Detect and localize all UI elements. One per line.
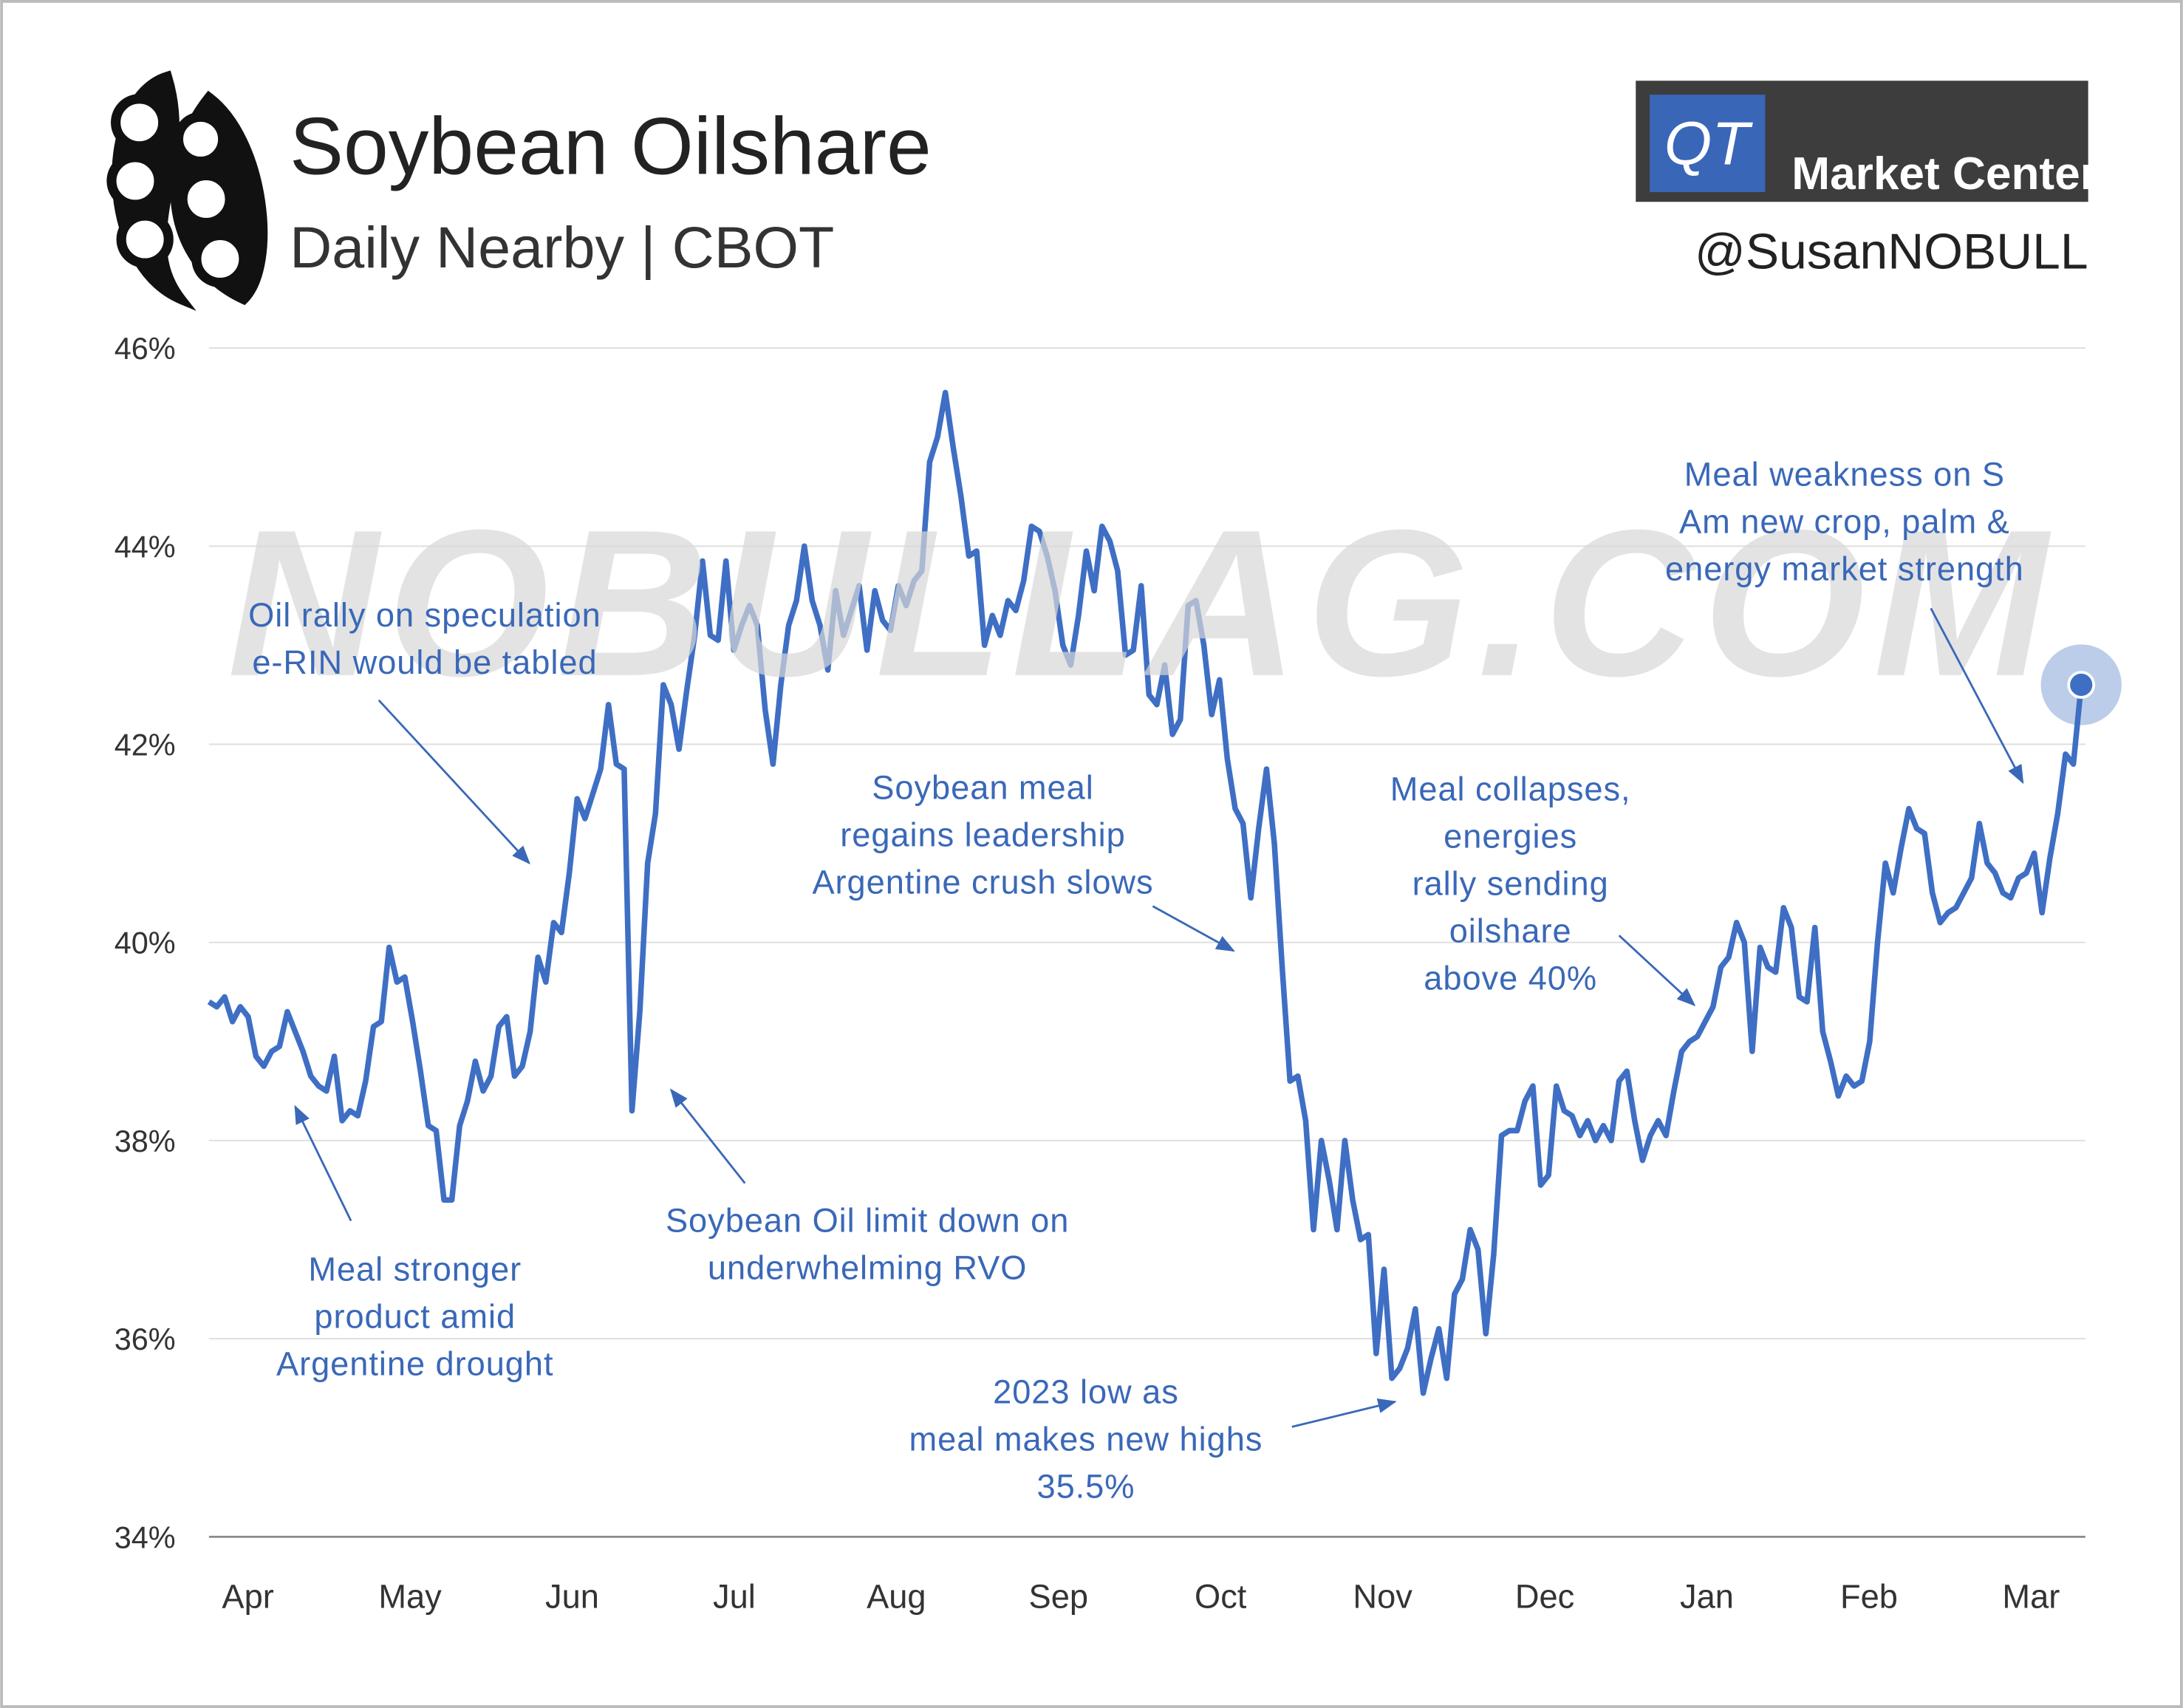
annotation: oilshare <box>1449 912 1572 950</box>
x-tick-label: Jan <box>1680 1577 1734 1615</box>
annotation: Argentine crush slows <box>812 864 1153 901</box>
annotation: 2023 low as <box>993 1373 1179 1410</box>
annotation: Soybean Oil limit down on <box>666 1202 1069 1240</box>
x-tick-label: Dec <box>1515 1577 1574 1615</box>
chart-subtitle: Daily Nearby | CBOT <box>290 214 834 280</box>
soybean-icon <box>106 70 268 311</box>
x-tick-label: Apr <box>222 1577 273 1615</box>
arrow <box>1930 607 2024 785</box>
logo-box <box>1650 95 1766 193</box>
line <box>207 389 2084 1396</box>
annotation: energies <box>1444 818 1577 855</box>
arrow <box>1152 905 1235 952</box>
annotation: underwhelming RVO <box>708 1249 1027 1287</box>
annotation: Oil rally on speculation <box>248 596 601 634</box>
x-tick-label: Aug <box>867 1577 926 1615</box>
annotation: Meal stronger <box>308 1251 522 1288</box>
annotation: e-RIN would be tabled <box>252 643 597 681</box>
arrow <box>378 699 530 865</box>
y-tick-label: 38% <box>115 1124 176 1158</box>
x-tick-label: Jun <box>545 1577 599 1615</box>
annotation-arrows <box>294 607 2024 1428</box>
logo-text: Market Center <box>1791 148 2098 199</box>
annotation: Meal weakness on S <box>1684 456 2005 493</box>
x-tick-label: Sep <box>1029 1577 1088 1615</box>
chart-title: Soybean Oilshare <box>290 102 932 192</box>
arrow <box>1618 935 1696 1007</box>
x-tick-label: Feb <box>1840 1577 1898 1615</box>
arrow <box>1291 1398 1397 1428</box>
x-tick-label: Nov <box>1353 1577 1412 1615</box>
y-tick-label: 46% <box>115 331 176 366</box>
annotation: energy market strength <box>1665 550 2024 588</box>
annotation: Meal collapses, <box>1390 770 1631 807</box>
last-point <box>2067 671 2096 699</box>
y-tick-label: 44% <box>115 529 176 564</box>
annotation: Soybean meal <box>872 769 1093 807</box>
x-tick-label: Oct <box>1195 1577 1247 1615</box>
handle: @SusanNOBULL <box>1695 225 2088 280</box>
annotation: 35.5% <box>1036 1467 1135 1505</box>
y-tick-label: 34% <box>115 1520 176 1554</box>
x-tick-label: Jul <box>713 1577 756 1615</box>
x-tick-label: Mar <box>2002 1577 2060 1615</box>
annotation: rally sending <box>1412 865 1609 903</box>
y-tick-label: 36% <box>115 1322 176 1356</box>
plot-area: 34% 36% 38% 40% 42% 44% 46% Apr May Jun Jul Aug Sep O… <box>115 331 2122 1615</box>
arrow <box>669 1088 746 1184</box>
watermark: NOBULLAG.COM <box>228 486 2056 720</box>
annotation: above 40% <box>1424 960 1597 997</box>
arrow <box>294 1104 352 1222</box>
annotation: product amid <box>314 1298 516 1336</box>
annotation: meal makes new highs <box>909 1420 1263 1458</box>
y-tick-label: 42% <box>115 728 176 762</box>
y-tick-label: 40% <box>115 926 176 960</box>
annotation: regains leadership <box>840 816 1125 854</box>
x-tick-label: May <box>378 1577 442 1615</box>
annotation: Am new crop, palm & <box>1679 503 2010 541</box>
annotation: Argentine drought <box>276 1345 554 1383</box>
logo-mark: QT <box>1664 109 1753 177</box>
